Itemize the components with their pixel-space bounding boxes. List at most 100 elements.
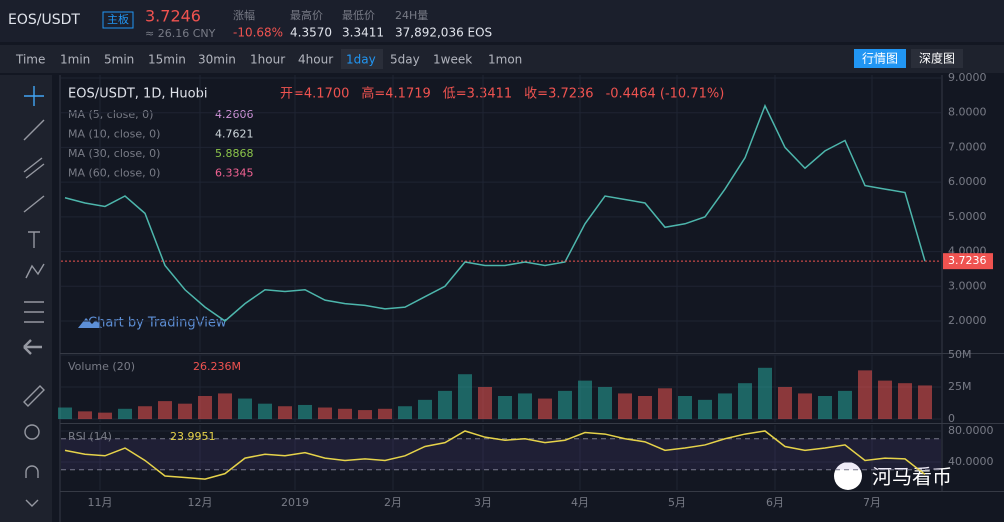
pane-name: Volume (20) (68, 360, 135, 373)
view-tab-bg[interactable] (911, 49, 963, 68)
interval[interactable]: 1hour (250, 53, 285, 67)
volume-bar (598, 387, 612, 420)
pane-value: 23.9951 (170, 430, 216, 443)
tool-column (0, 75, 52, 522)
y-tick-label: 25M (948, 380, 972, 393)
volume-bar (318, 407, 332, 420)
ma-name: MA (30, close, 0) (68, 147, 160, 160)
volume-bar (618, 393, 632, 420)
volume-bar (458, 374, 472, 420)
stat-label: 24H量 (395, 9, 428, 22)
stat-value: 37,892,036 EOS (395, 26, 492, 40)
interval[interactable]: 1week (433, 53, 472, 67)
interval[interactable]: 1day (346, 53, 376, 67)
view-tab[interactable]: 行情图 (862, 52, 898, 66)
volume-bar (538, 398, 552, 420)
pane-value: 26.236M (193, 360, 241, 373)
interval[interactable]: 5min (104, 53, 134, 67)
volume-bar (358, 410, 372, 420)
ma-value: 4.2606 (215, 108, 254, 121)
interval[interactable]: 30min (198, 53, 236, 67)
watermark: Chart by TradingView (88, 316, 227, 331)
y-tick-label: 9.0000 (948, 71, 987, 84)
volume-bar (638, 395, 652, 420)
view-tab[interactable]: 深度图 (919, 51, 955, 66)
volume-bar (118, 408, 132, 420)
ma-name: MA (10, close, 0) (68, 128, 160, 141)
active-interval-bg (341, 49, 383, 69)
ma-value: 6.3345 (215, 167, 254, 180)
symbol: EOS/USDT (8, 12, 80, 28)
stat-label: 最高价 (290, 8, 323, 22)
stat-value: -10.68% (233, 26, 283, 40)
volume-bar (138, 406, 152, 420)
volume-bar (98, 412, 112, 420)
volume-bar (838, 390, 852, 420)
x-tick-label: 6月 (766, 496, 784, 509)
interval[interactable]: 1min (60, 53, 90, 67)
tool-icons (23, 86, 45, 507)
volume-bar (658, 388, 672, 420)
board: 主板 (107, 12, 129, 26)
last-price-label: 3.7236 (948, 254, 987, 267)
volume-bar (158, 401, 172, 420)
x-tick-label: 12月 (188, 496, 213, 509)
ma-value: 5.8868 (215, 147, 254, 160)
volume-bar (498, 395, 512, 420)
x-tick-label: 7月 (863, 496, 881, 509)
interval[interactable]: 4hour (298, 53, 333, 67)
last-price-tag (943, 253, 993, 270)
ma-name: MA (5, close, 0) (68, 108, 153, 121)
board-badge (102, 11, 134, 29)
stat-label: 涨幅 (233, 9, 255, 22)
interval[interactable]: 1mon (488, 53, 522, 67)
stat-value: 4.3570 (290, 26, 332, 40)
volume-bar (478, 387, 492, 420)
volume-bar (918, 385, 932, 420)
view-tab-bg[interactable] (854, 49, 906, 68)
legend-title: EOS/USDT, 1D, Huobi (68, 87, 207, 102)
interval[interactable]: 15min (148, 53, 186, 67)
ma-value: 4.7621 (215, 128, 254, 141)
volume-bar (878, 380, 892, 420)
volume-bar (818, 395, 832, 420)
rsi-band (61, 438, 941, 470)
y-tick-label: 50M (948, 348, 972, 361)
series-line (64, 430, 926, 480)
volume-bar (438, 390, 452, 420)
cny-price: ≈ 26.16 CNY (145, 27, 216, 40)
ohlc-value: 开=4.1700 (280, 87, 349, 102)
volume-bar (78, 411, 92, 420)
y-tick-label: 0 (948, 412, 955, 425)
y-tick-label: 8.0000 (948, 106, 987, 119)
volume-bar (798, 393, 812, 420)
volume-bar (718, 393, 732, 420)
y-tick-label: 40.0000 (948, 455, 994, 468)
volume-bar (898, 383, 912, 420)
interval[interactable]: Time (15, 53, 45, 67)
interval[interactable]: 5day (390, 53, 420, 67)
volume-bar (418, 399, 432, 420)
watermark: 河马看币 (872, 465, 952, 489)
x-tick-label: 2019 (281, 496, 309, 509)
y-tick-label: 2.0000 (948, 314, 987, 327)
stat-value: 3.3411 (342, 26, 384, 40)
volume-bar (578, 380, 592, 420)
x-tick-label: 2月 (384, 496, 402, 509)
volume-bar (58, 407, 72, 420)
volume-bar (778, 387, 792, 420)
volume-bar (558, 390, 572, 420)
volume-bar (278, 406, 292, 420)
ohlc-value: 高=4.1719 (361, 86, 430, 102)
x-tick-label: 3月 (474, 496, 492, 509)
pane-name: RSI (14) (68, 430, 112, 443)
y-tick-label: 7.0000 (948, 140, 987, 153)
last-price: 3.7246 (145, 7, 201, 26)
volume-bar (758, 367, 772, 420)
volume-bar (218, 393, 232, 420)
y-tick-label: 6.0000 (948, 175, 987, 188)
y-tick-label: 3.0000 (948, 279, 987, 292)
ohlc-value: 收=3.7236 (524, 87, 593, 102)
